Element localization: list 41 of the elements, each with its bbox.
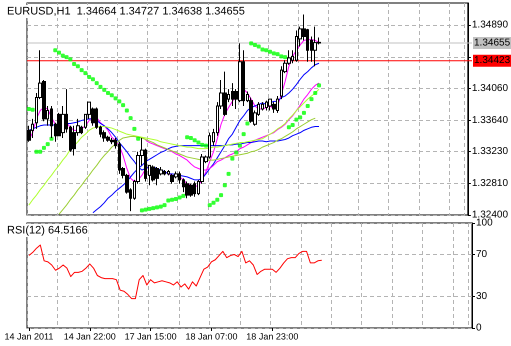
line-series <box>28 244 322 300</box>
candlestick <box>265 100 268 112</box>
x-tick-label: 17 Jan 15:00 <box>124 332 177 342</box>
candlestick <box>208 132 211 160</box>
candlestick <box>163 170 166 176</box>
candlestick <box>193 180 196 198</box>
y-tick-label: 30 <box>476 291 488 302</box>
y-tick-label: 100 <box>476 218 494 228</box>
x-tick-label: 18 Jan 23:00 <box>246 332 298 342</box>
y-tick-label: 1.33230 <box>472 146 508 158</box>
y-tick-label: 1.33640 <box>472 114 508 126</box>
line-series <box>58 118 316 215</box>
candlestick <box>118 141 121 174</box>
candlestick <box>155 166 159 186</box>
y-tick-label: 70 <box>476 249 488 260</box>
ref-line-label: 1.34423 <box>474 55 511 66</box>
x-tick-label: 14 Jan 2011 <box>4 332 54 342</box>
y-tick-label: 1.34890 <box>472 20 508 31</box>
line-series <box>28 39 320 188</box>
candlestick <box>313 26 317 67</box>
y-tick-label: 1.34060 <box>472 82 508 94</box>
candlestick <box>295 30 298 62</box>
candlestick <box>189 183 193 198</box>
candlestick <box>276 96 279 114</box>
candlestick <box>185 180 189 199</box>
candlestick <box>110 137 114 145</box>
candlestick <box>170 173 174 184</box>
candlestick <box>31 118 34 138</box>
y-tick-label: 1.32810 <box>472 178 508 190</box>
line-series <box>28 88 320 206</box>
y-tick-label: 0 <box>476 322 482 334</box>
candlestick <box>223 71 227 116</box>
candlestick <box>151 164 155 182</box>
candlestick <box>231 82 234 106</box>
ref-line-label: 1.34655 <box>474 38 511 49</box>
chart-title: RSI(12) 64.5166 <box>7 224 88 236</box>
x-tick-label: 18 Jan 07:00 <box>185 332 238 342</box>
x-tick-label: 14 Jan 22:00 <box>64 332 116 342</box>
candlestick <box>268 98 272 112</box>
candlestick <box>102 130 106 142</box>
chart-title: EURUSD,H1 1.34664 1.34727 1.34638 1.34655 <box>7 6 245 18</box>
